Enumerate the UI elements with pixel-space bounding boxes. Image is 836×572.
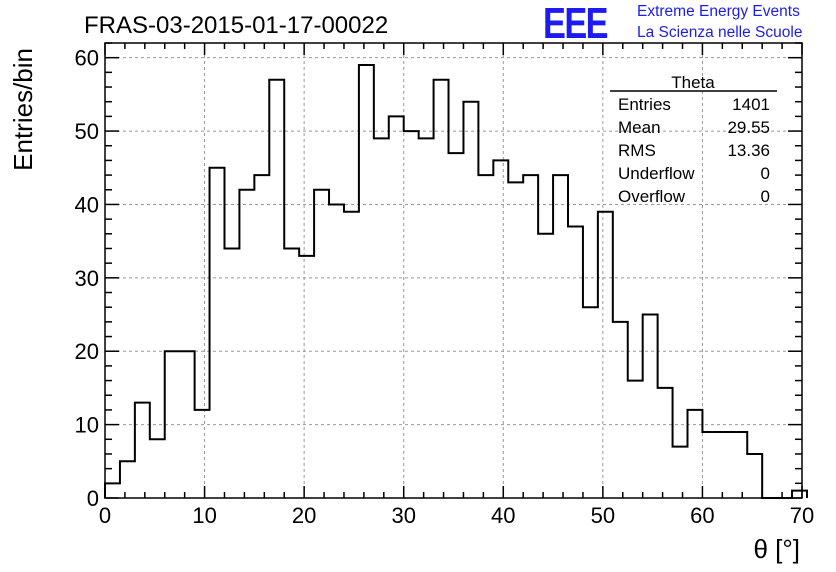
- eee-subtitle-line1: Extreme Energy Events: [637, 3, 800, 20]
- y-tick-label: 10: [75, 413, 99, 438]
- histogram-bin: [150, 439, 165, 498]
- x-tick-label: 30: [391, 503, 415, 528]
- histogram-bin: [478, 175, 493, 498]
- x-tick-label: 50: [591, 503, 615, 528]
- y-tick-label: 60: [75, 46, 99, 71]
- histogram-bin: [687, 410, 702, 498]
- histogram-bin: [314, 190, 329, 498]
- histogram-bin: [717, 432, 732, 498]
- y-axis-label: Entries/bin: [8, 48, 38, 171]
- histogram-bin: [120, 461, 135, 498]
- histogram-bin: [613, 322, 628, 498]
- x-tick-label: 70: [790, 503, 814, 528]
- y-tick-label: 20: [75, 339, 99, 364]
- x-tick-label: 10: [192, 503, 216, 528]
- eee-subtitle-line2: La Scienza nelle Scuole: [637, 24, 803, 41]
- histogram-bin: [239, 190, 254, 498]
- histogram-bin: [419, 138, 434, 498]
- histogram-bin: [673, 447, 688, 498]
- histogram-bin: [508, 182, 523, 498]
- histogram-bin: [254, 175, 269, 498]
- histogram-bin: [105, 483, 120, 498]
- histogram-bin: [374, 138, 389, 498]
- histogram-bin: [344, 212, 359, 498]
- stats-value-underflow: 0: [761, 164, 770, 183]
- histogram-bin: [732, 432, 747, 498]
- stats-value-mean: 29.55: [727, 118, 770, 137]
- x-tick-label: 0: [99, 503, 111, 528]
- histogram-bin: [210, 168, 225, 498]
- histogram-bin: [463, 102, 478, 498]
- histogram-bin: [553, 175, 568, 498]
- x-tick-label: 60: [690, 503, 714, 528]
- stats-label-underflow: Underflow: [618, 164, 695, 183]
- stats-label-mean: Mean: [618, 118, 661, 137]
- eee-logo: EEE: [543, 0, 625, 48]
- stats-value-rms: 13.36: [727, 141, 770, 160]
- histogram-bin: [359, 65, 374, 498]
- x-axis-label: θ [°]: [753, 534, 800, 564]
- histogram-bin: [658, 388, 673, 498]
- histogram-bin: [299, 256, 314, 498]
- y-tick-label: 50: [75, 119, 99, 144]
- stats-label-overflow: Overflow: [618, 187, 686, 206]
- histogram-bin: [792, 491, 807, 498]
- histogram-bin: [747, 454, 762, 498]
- histogram-bin: [389, 116, 404, 498]
- histogram-bin: [135, 403, 150, 498]
- histogram-bin: [628, 381, 643, 498]
- stats-value-overflow: 0: [761, 187, 770, 206]
- y-tick-label: 30: [75, 266, 99, 291]
- x-tick-label: 20: [292, 503, 316, 528]
- x-tick-label: 40: [491, 503, 515, 528]
- chart-title: FRAS-03-2015-01-17-00022: [84, 12, 388, 39]
- histogram-bin: [269, 80, 284, 498]
- histogram-bin: [538, 234, 553, 498]
- histogram-bin: [224, 248, 239, 498]
- histogram-bin: [702, 432, 717, 498]
- histogram-bin: [404, 131, 419, 498]
- stats-label-rms: RMS: [618, 141, 656, 160]
- y-tick-label: 0: [87, 486, 99, 511]
- plot-frame: [104, 42, 803, 499]
- histogram-bin: [583, 307, 598, 498]
- histogram-bin: [643, 315, 658, 498]
- stats-value-entries: 1401: [732, 95, 770, 114]
- histogram-bin: [434, 80, 449, 498]
- histogram-bin: [284, 248, 299, 498]
- stats-title: Theta: [671, 73, 715, 92]
- histogram-bin: [493, 160, 508, 498]
- histogram-bin: [195, 410, 210, 498]
- stats-label-entries: Entries: [618, 95, 671, 114]
- histogram-bin: [180, 351, 195, 498]
- histogram-bin: [523, 175, 538, 498]
- histogram-bin: [568, 226, 583, 498]
- y-tick-label: 40: [75, 192, 99, 217]
- histogram-bin: [598, 212, 613, 498]
- histogram-outline: [104, 64, 808, 499]
- eee-logo-text: EEE: [543, 0, 609, 48]
